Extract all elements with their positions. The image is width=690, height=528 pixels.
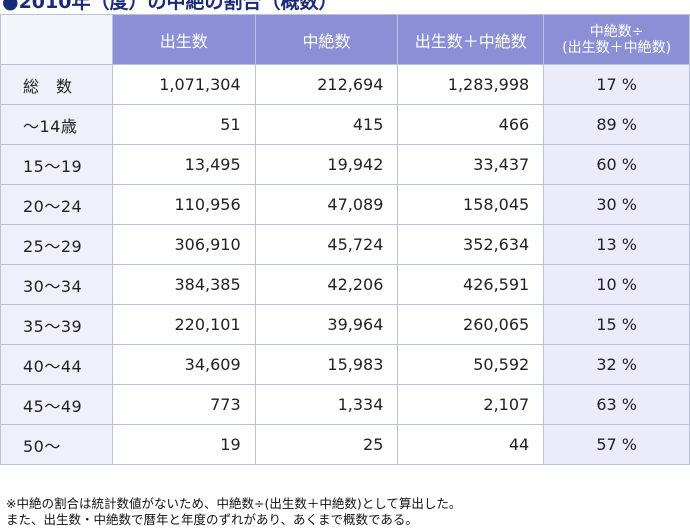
header-ratio: 中絶数÷ (出生数＋中絶数) <box>543 14 690 65</box>
table-row: 25〜29 306,910 45,724 352,634 13 % <box>0 224 690 265</box>
ratio-cell: 32 % <box>543 344 690 385</box>
abortions-cell: 42,206 <box>254 264 399 305</box>
header-total: 出生数＋中絶数 <box>397 14 545 65</box>
abortions-cell: 415 <box>254 104 399 145</box>
total-cell: 260,065 <box>397 304 545 345</box>
header-births: 出生数 <box>111 14 256 65</box>
abortions-cell: 47,089 <box>254 184 399 225</box>
ratio-cell: 13 % <box>543 224 690 265</box>
ratio-cell: 10 % <box>543 264 690 305</box>
ratio-cell: 57 % <box>543 424 690 465</box>
row-label: 50〜 <box>0 424 113 465</box>
total-cell: 466 <box>397 104 545 145</box>
table-row: 15〜19 13,495 19,942 33,437 60 % <box>0 144 690 185</box>
births-cell: 1,071,304 <box>111 64 256 105</box>
footnote-1: ※中絶の割合は統計数値がないため、中絶数÷(出生数＋中絶数)として算出した。 <box>6 496 462 511</box>
total-cell: 50,592 <box>397 344 545 385</box>
table-row: 30〜34 384,385 42,206 426,591 10 % <box>0 264 690 305</box>
total-cell: 33,437 <box>397 144 545 185</box>
table-row: 総 数 1,071,304 212,694 1,283,998 17 % <box>0 64 690 105</box>
births-cell: 773 <box>111 384 256 425</box>
births-cell: 306,910 <box>111 224 256 265</box>
ratio-cell: 63 % <box>543 384 690 425</box>
row-label: 30〜34 <box>0 264 113 305</box>
row-label: 〜14歳 <box>0 104 113 145</box>
row-label: 40〜44 <box>0 344 113 385</box>
ratio-cell: 60 % <box>543 144 690 185</box>
header-ratio-line2: (出生数＋中絶数) <box>562 39 672 56</box>
row-label: 15〜19 <box>0 144 113 185</box>
footnote-2: また、出生数・中絶数で暦年と年度のずれがあり、あくまで概数である。 <box>6 512 418 527</box>
header-abortions: 中絶数 <box>254 14 399 65</box>
births-cell: 110,956 <box>111 184 256 225</box>
abortions-cell: 212,694 <box>254 64 399 105</box>
ratio-cell: 17 % <box>543 64 690 105</box>
ratio-cell: 15 % <box>543 304 690 345</box>
ratio-cell: 89 % <box>543 104 690 145</box>
table-row: 40〜44 34,609 15,983 50,592 32 % <box>0 344 690 385</box>
table-row: 〜14歳 51 415 466 89 % <box>0 104 690 145</box>
total-cell: 44 <box>397 424 545 465</box>
total-cell: 2,107 <box>397 384 545 425</box>
table-row: 35〜39 220,101 39,964 260,065 15 % <box>0 304 690 345</box>
row-label: 35〜39 <box>0 304 113 345</box>
header-ratio-line1: 中絶数÷ <box>589 23 644 40</box>
row-label: 25〜29 <box>0 224 113 265</box>
births-cell: 220,101 <box>111 304 256 345</box>
births-cell: 384,385 <box>111 264 256 305</box>
corner-cell <box>0 14 113 65</box>
abortions-cell: 39,964 <box>254 304 399 345</box>
row-label: 45〜49 <box>0 384 113 425</box>
births-cell: 13,495 <box>111 144 256 185</box>
ratio-cell: 30 % <box>543 184 690 225</box>
row-label: 総 数 <box>0 64 113 105</box>
births-cell: 51 <box>111 104 256 145</box>
table-row: 45〜49 773 1,334 2,107 63 % <box>0 384 690 425</box>
abortions-cell: 19,942 <box>254 144 399 185</box>
abortion-ratio-table: 出生数 中絶数 出生数＋中絶数 中絶数÷ (出生数＋中絶数) 総 数 1,071… <box>0 14 690 465</box>
total-cell: 158,045 <box>397 184 545 225</box>
total-cell: 352,634 <box>397 224 545 265</box>
row-label: 20〜24 <box>0 184 113 225</box>
abortions-cell: 1,334 <box>254 384 399 425</box>
table-row: 50〜 19 25 44 57 % <box>0 424 690 465</box>
total-cell: 1,283,998 <box>397 64 545 105</box>
table-row: 20〜24 110,956 47,089 158,045 30 % <box>0 184 690 225</box>
abortions-cell: 15,983 <box>254 344 399 385</box>
total-cell: 426,591 <box>397 264 545 305</box>
abortions-cell: 45,724 <box>254 224 399 265</box>
births-cell: 34,609 <box>111 344 256 385</box>
abortions-cell: 25 <box>254 424 399 465</box>
page-title: ●2010年（度）の中絶の割合（概数） <box>2 0 338 13</box>
table-header-row: 出生数 中絶数 出生数＋中絶数 中絶数÷ (出生数＋中絶数) <box>0 14 690 65</box>
births-cell: 19 <box>111 424 256 465</box>
